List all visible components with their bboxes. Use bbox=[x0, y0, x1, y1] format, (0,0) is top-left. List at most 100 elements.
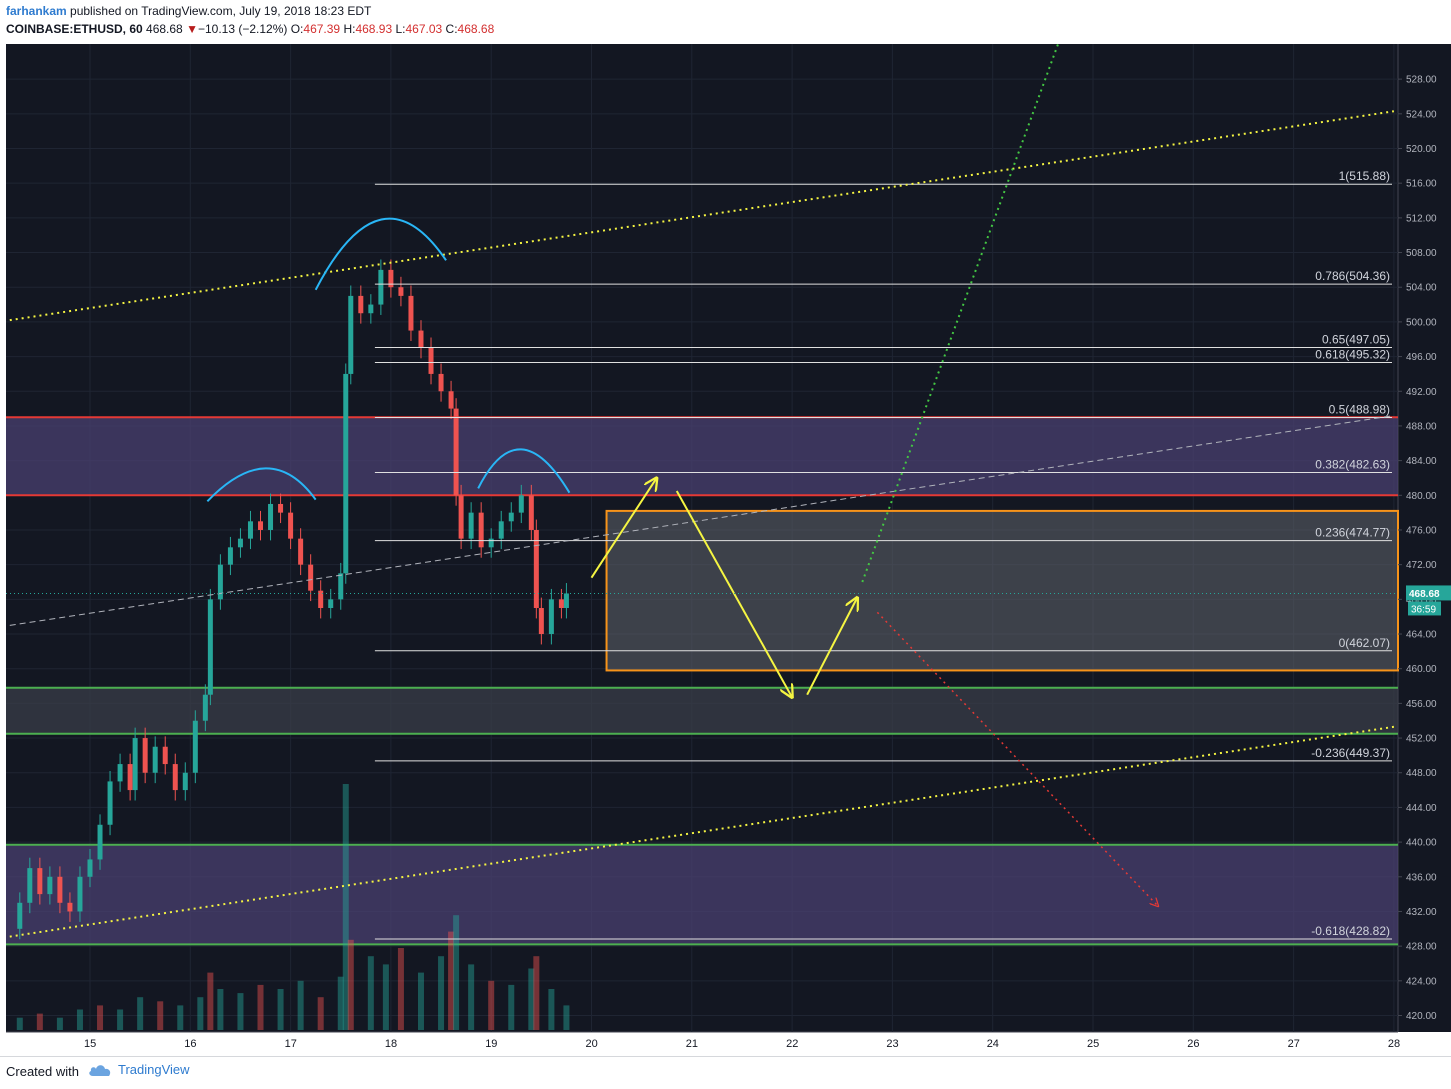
down-arrow-icon: ▼ bbox=[186, 22, 198, 36]
price-tick-label: 476.00 bbox=[1406, 525, 1437, 536]
time-tick-label: 17 bbox=[285, 1038, 297, 1050]
candle-body bbox=[247, 521, 253, 539]
time-tick-label: 23 bbox=[886, 1038, 898, 1050]
candle-body bbox=[538, 608, 544, 635]
price-tick-label: 500.00 bbox=[1406, 317, 1437, 328]
price-tick-label: 432.00 bbox=[1406, 907, 1437, 918]
volume-bar bbox=[36, 1013, 43, 1030]
volume-bar bbox=[207, 972, 214, 1030]
candle-body bbox=[338, 573, 344, 600]
volume-bar bbox=[237, 993, 244, 1030]
volume-bar bbox=[56, 1017, 63, 1030]
fib-level-label: 0.65(497.05) bbox=[1322, 332, 1390, 346]
volume-bar bbox=[337, 976, 344, 1030]
price-chart[interactable]: 1(515.88) 0.786(504.36) 0.65(497.05)0.618(… bbox=[0, 0, 1451, 1056]
candle-body bbox=[132, 738, 138, 791]
price-tick-label: 484.00 bbox=[1406, 456, 1437, 467]
candle-body bbox=[418, 330, 424, 348]
orange-target-box bbox=[605, 509, 1399, 672]
candle-body bbox=[308, 564, 314, 591]
zone-rect bbox=[6, 417, 1398, 496]
time-tick-label: 16 bbox=[184, 1038, 196, 1050]
fib-level-label: 0.786(504.36) bbox=[1315, 269, 1390, 283]
candle-body bbox=[478, 512, 484, 548]
candle-body bbox=[87, 859, 93, 877]
candle-body bbox=[258, 521, 264, 530]
candle-body bbox=[348, 295, 354, 374]
candle-body bbox=[563, 593, 569, 609]
candle-body bbox=[217, 564, 223, 600]
price-tick-label: 424.00 bbox=[1406, 976, 1437, 987]
candle-body bbox=[498, 521, 504, 539]
candle-body bbox=[368, 304, 374, 314]
volume-bar bbox=[468, 964, 475, 1030]
candle-body bbox=[488, 538, 494, 548]
close-value: 468.68 bbox=[457, 22, 495, 36]
countdown-badge bbox=[1408, 601, 1441, 616]
fib-level-label: 0(462.07) bbox=[1339, 636, 1390, 650]
time-tick-label: 15 bbox=[84, 1038, 96, 1050]
symbol-name[interactable]: COINBASE:ETHUSD, 60 bbox=[6, 22, 143, 36]
volume-bar bbox=[548, 989, 555, 1030]
fib-level-label: 0.618(495.32) bbox=[1315, 347, 1390, 361]
volume-bar bbox=[342, 784, 349, 1030]
price-tick-label: 444.00 bbox=[1406, 803, 1437, 814]
price-tick-label: 440.00 bbox=[1406, 838, 1437, 849]
volume-bar bbox=[277, 989, 284, 1030]
arc-left-shoulder bbox=[206, 467, 317, 503]
volume-bar bbox=[76, 1009, 83, 1030]
author-link[interactable]: farhankam bbox=[6, 4, 67, 18]
candle-body bbox=[172, 764, 178, 791]
time-tick-label: 21 bbox=[686, 1038, 698, 1050]
last-price-badge bbox=[1406, 585, 1451, 601]
candle-body bbox=[458, 495, 464, 539]
price-tick-label: 480.00 bbox=[1406, 491, 1437, 502]
arc-head bbox=[314, 217, 447, 291]
time-tick-label: 25 bbox=[1087, 1038, 1099, 1050]
candle-body bbox=[408, 295, 414, 331]
candle-body bbox=[67, 902, 73, 912]
created-with-text: Created with bbox=[6, 1064, 79, 1079]
volume-bar bbox=[297, 980, 304, 1030]
volume-bar bbox=[563, 1005, 570, 1030]
tradingview-logo[interactable]: TradingView bbox=[88, 1062, 190, 1077]
drawings bbox=[6, 44, 1398, 938]
volume-bar bbox=[97, 1005, 104, 1030]
candle-body bbox=[152, 746, 158, 773]
price-tick-label: 488.00 bbox=[1406, 421, 1437, 432]
zone-rect bbox=[6, 844, 1398, 945]
candle-body bbox=[508, 512, 514, 522]
volume-bar bbox=[157, 1001, 164, 1030]
candle-body bbox=[548, 599, 554, 635]
last-price-badge-text: 468.68 bbox=[1409, 589, 1440, 600]
projection-arrow bbox=[590, 478, 657, 579]
volume-bar bbox=[16, 1017, 23, 1030]
candle-body bbox=[468, 512, 474, 539]
close-label: C: bbox=[445, 22, 458, 36]
candle-body bbox=[378, 269, 384, 305]
low-value: 467.03 bbox=[405, 22, 443, 36]
price-tick-label: 524.00 bbox=[1406, 109, 1437, 120]
price-tick-label: 456.00 bbox=[1406, 699, 1437, 710]
price-axis-background bbox=[1398, 44, 1451, 1032]
volume-bar bbox=[508, 984, 515, 1030]
candles bbox=[17, 259, 569, 940]
price-tick-label: 492.00 bbox=[1406, 387, 1437, 398]
published-text: published on TradingView.com, July 19, 2… bbox=[66, 4, 372, 18]
candle-body bbox=[142, 738, 148, 773]
candle-body bbox=[77, 876, 83, 912]
price-tick-label: 504.00 bbox=[1406, 283, 1437, 294]
price-tick-label: 460.00 bbox=[1406, 664, 1437, 675]
volume-bar bbox=[257, 984, 264, 1030]
candle-body bbox=[17, 902, 23, 929]
time-tick-label: 24 bbox=[987, 1038, 999, 1050]
volume-bar bbox=[533, 956, 540, 1030]
fib-level-label: -0.618(428.82) bbox=[1311, 924, 1390, 938]
countdown-badge-text: 36:59 bbox=[1411, 604, 1436, 615]
open-value: 467.39 bbox=[303, 22, 341, 36]
candle-body bbox=[318, 590, 324, 609]
open-label: O: bbox=[290, 22, 304, 36]
candle-body bbox=[207, 599, 213, 695]
candle-body bbox=[182, 772, 188, 791]
price-tick-label: 452.00 bbox=[1406, 734, 1437, 745]
